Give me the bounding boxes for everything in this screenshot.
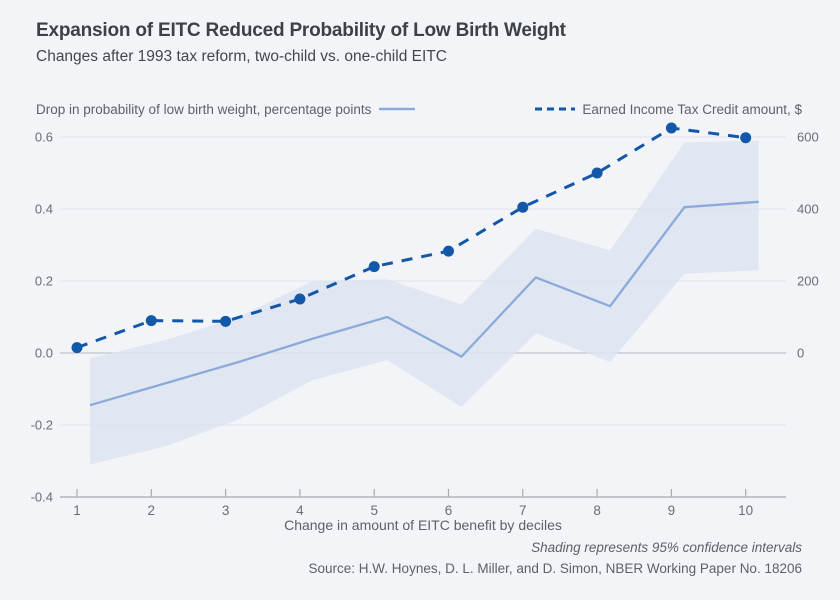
x-tick-label: 6 bbox=[445, 503, 453, 518]
y-axis-label-right: 400 bbox=[797, 202, 819, 217]
eitc-line bbox=[76, 126, 746, 350]
y-axis-label-left: 0.0 bbox=[35, 346, 53, 361]
x-tick-label: 10 bbox=[738, 503, 753, 518]
legend-item-probability: Drop in probability of low birth weight,… bbox=[36, 102, 416, 117]
eitc-point bbox=[294, 293, 306, 305]
solid-line-swatch-icon bbox=[379, 107, 416, 111]
y-axis-label-right: 0 bbox=[797, 346, 804, 361]
legend-probability-label: Drop in probability of low birth weight,… bbox=[36, 101, 372, 117]
x-tick-label: 9 bbox=[668, 503, 676, 518]
page-subtitle: Changes after 1993 tax reform, two-child… bbox=[36, 48, 447, 65]
eitc-point bbox=[145, 315, 157, 327]
legend-eitc-label: Earned Income Tax Credit amount, $ bbox=[582, 101, 802, 117]
eitc-point bbox=[220, 315, 232, 327]
legend: Drop in probability of low birth weight,… bbox=[36, 100, 802, 118]
eitc-point bbox=[71, 342, 83, 354]
y-axis-label-left: 0.2 bbox=[35, 274, 53, 289]
dashed-line-swatch-icon bbox=[535, 107, 576, 111]
y-axis-label-left: 0.4 bbox=[35, 202, 53, 217]
x-tick-label: 4 bbox=[296, 503, 304, 518]
eitc-point bbox=[368, 261, 380, 273]
y-axis-label-left: -0.2 bbox=[31, 418, 53, 433]
confidence-band bbox=[90, 140, 759, 465]
probability-line bbox=[89, 200, 759, 407]
x-tick-label: 7 bbox=[519, 503, 527, 518]
y-axis-label-left: 0.6 bbox=[35, 130, 53, 145]
eitc-point bbox=[740, 132, 752, 144]
confidence-note: Shading represents 95% confidence interv… bbox=[531, 540, 802, 555]
y-axis-label-left: -0.4 bbox=[31, 490, 53, 505]
y-axis-label-right: 200 bbox=[797, 274, 819, 289]
eitc-point bbox=[443, 245, 454, 257]
x-tick-label: 2 bbox=[148, 503, 156, 518]
y-axis-label-right: 600 bbox=[797, 130, 819, 145]
eitc-point bbox=[517, 201, 529, 213]
eitc-point bbox=[665, 122, 677, 134]
x-tick-label: 8 bbox=[593, 503, 601, 518]
page-title: Expansion of EITC Reduced Probability of… bbox=[36, 20, 566, 41]
eitc-point bbox=[591, 167, 603, 179]
x-axis-title: Change in amount of EITC benefit by deci… bbox=[284, 517, 562, 533]
x-tick-label: 5 bbox=[370, 503, 378, 518]
legend-item-eitc: Earned Income Tax Credit amount, $ bbox=[535, 102, 802, 117]
x-tick-label: 3 bbox=[222, 503, 230, 518]
source-line: Source: H.W. Hoynes, D. L. Miller, and D… bbox=[308, 561, 802, 576]
x-tick-label: 1 bbox=[73, 503, 81, 518]
